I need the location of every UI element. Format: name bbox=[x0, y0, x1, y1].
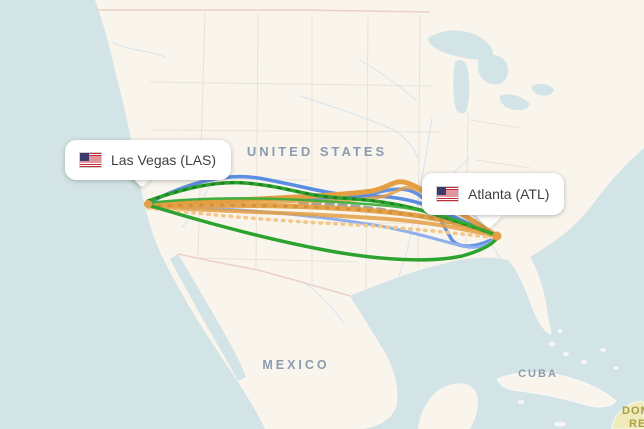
map-labels: UNITED STATES MEXICO CUBA DOM RE bbox=[247, 144, 644, 429]
label-dominican-republic-line2: RE bbox=[629, 418, 644, 429]
country-borders bbox=[95, 9, 431, 297]
caribbean-islands bbox=[496, 329, 619, 427]
atl-tooltip-label: Atlanta (ATL) bbox=[468, 186, 550, 202]
label-united-states: UNITED STATES bbox=[247, 144, 387, 159]
us-flag-icon bbox=[436, 186, 459, 202]
label-dominican-republic-line1: DOM bbox=[622, 405, 644, 417]
las-tooltip[interactable]: Las Vegas (LAS) bbox=[65, 140, 232, 180]
flight-route-path-green-3[interactable] bbox=[146, 197, 499, 238]
gulf-of-california-water bbox=[170, 254, 246, 381]
flight-route-path-green-2[interactable] bbox=[146, 203, 499, 262]
state-borders bbox=[145, 11, 541, 293]
airport-marker-atl[interactable] bbox=[492, 231, 502, 241]
us-flag-icon bbox=[79, 152, 102, 168]
las-tooltip-label: Las Vegas (LAS) bbox=[111, 152, 217, 168]
yucatan-peninsula bbox=[418, 383, 479, 429]
flight-route-path-green-1-dots bbox=[146, 181, 499, 238]
hispaniola-island bbox=[611, 400, 644, 429]
flight-route-path-orange-3[interactable] bbox=[146, 205, 499, 239]
flight-route-path-orange-dash-texture bbox=[146, 203, 499, 238]
flight-route-path-orange-dotted[interactable] bbox=[146, 206, 498, 240]
great-lakes bbox=[428, 30, 554, 114]
label-cuba: CUBA bbox=[518, 368, 558, 380]
airport-marker-las[interactable] bbox=[144, 200, 152, 208]
atl-tooltip[interactable]: Atlanta (ATL) bbox=[422, 173, 565, 215]
flight-routes-layer bbox=[144, 174, 502, 262]
label-mexico: MEXICO bbox=[262, 358, 329, 372]
